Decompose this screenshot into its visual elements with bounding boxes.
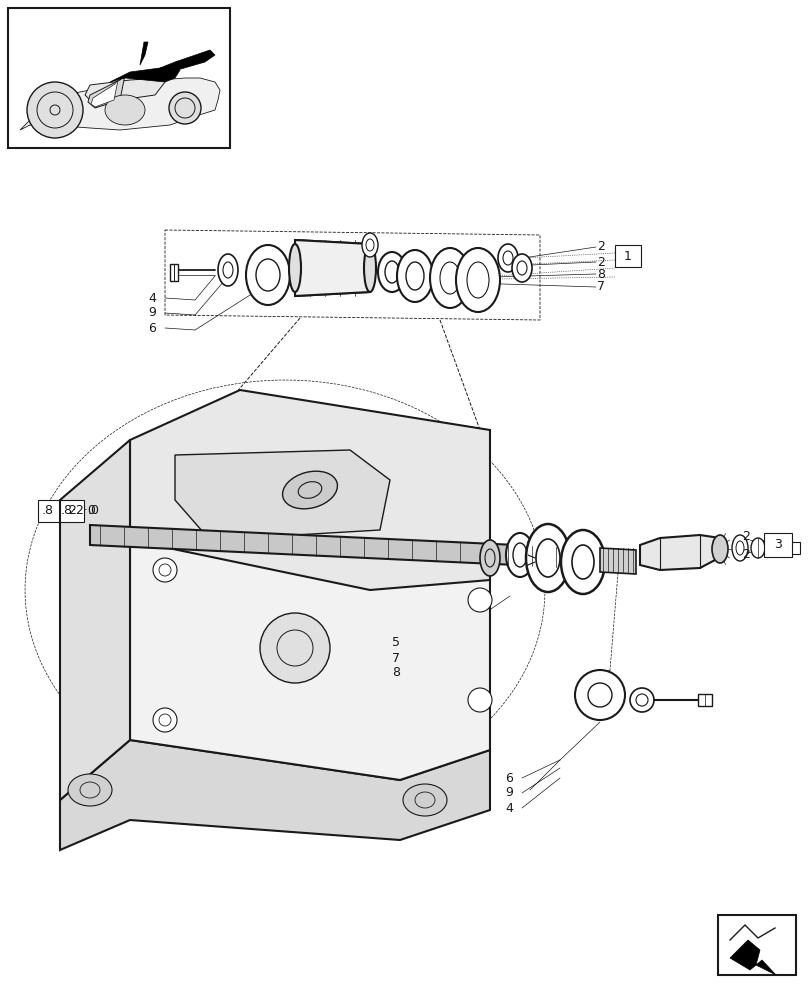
Ellipse shape [397, 250, 432, 302]
Ellipse shape [402, 784, 446, 816]
Bar [717, 915, 795, 975]
Polygon shape [160, 50, 215, 75]
Ellipse shape [430, 248, 470, 308]
Polygon shape [729, 940, 775, 975]
Polygon shape [85, 78, 165, 100]
Ellipse shape [152, 558, 177, 582]
Ellipse shape [711, 535, 727, 563]
Polygon shape [130, 540, 489, 780]
Text: 2: 2 [596, 240, 604, 253]
Ellipse shape [571, 545, 594, 579]
Ellipse shape [456, 248, 500, 312]
Ellipse shape [362, 233, 378, 257]
Bar [8, 8, 230, 148]
Polygon shape [90, 525, 579, 568]
Polygon shape [109, 65, 180, 82]
Ellipse shape [169, 92, 201, 124]
Ellipse shape [223, 262, 233, 278]
Ellipse shape [282, 471, 337, 509]
Polygon shape [639, 535, 719, 570]
Polygon shape [60, 440, 130, 800]
Polygon shape [294, 240, 370, 296]
Bar [60, 500, 84, 522]
Bar [763, 533, 791, 557]
Ellipse shape [513, 543, 526, 567]
Polygon shape [175, 450, 389, 540]
Ellipse shape [497, 244, 517, 272]
Polygon shape [88, 75, 125, 108]
Ellipse shape [587, 683, 611, 707]
Polygon shape [130, 390, 489, 590]
Ellipse shape [467, 588, 491, 612]
Text: 2: 2 [596, 255, 604, 268]
Text: .0: .0 [88, 504, 100, 518]
Text: 2: 2 [741, 548, 749, 562]
Polygon shape [91, 80, 118, 107]
Ellipse shape [750, 538, 764, 558]
Polygon shape [169, 264, 178, 281]
Text: 4: 4 [504, 802, 513, 814]
Text: 6: 6 [504, 772, 513, 784]
Text: 2: 2 [741, 530, 749, 542]
Text: .8·2·0: .8·2·0 [61, 504, 97, 518]
Text: 7: 7 [596, 280, 604, 294]
Text: 8: 8 [596, 267, 604, 280]
Ellipse shape [731, 535, 747, 561]
Ellipse shape [574, 670, 624, 720]
Text: 2: 2 [68, 504, 76, 518]
Polygon shape [599, 548, 635, 574]
Bar [38, 500, 120, 522]
Text: 9: 9 [504, 786, 513, 800]
Ellipse shape [560, 530, 604, 594]
Ellipse shape [255, 259, 280, 291]
Ellipse shape [535, 539, 560, 577]
Polygon shape [20, 78, 220, 130]
Polygon shape [139, 42, 148, 65]
Ellipse shape [246, 245, 290, 305]
Text: 4: 4 [148, 292, 156, 304]
Ellipse shape [629, 688, 653, 712]
Text: 8: 8 [392, 666, 400, 680]
Ellipse shape [105, 95, 145, 125]
Ellipse shape [512, 254, 531, 282]
Polygon shape [787, 542, 799, 554]
Ellipse shape [406, 262, 423, 290]
Ellipse shape [363, 244, 375, 292]
Text: 5: 5 [392, 637, 400, 650]
Polygon shape [60, 740, 489, 850]
Ellipse shape [289, 244, 301, 292]
Ellipse shape [260, 613, 329, 683]
Ellipse shape [27, 82, 83, 138]
Ellipse shape [68, 774, 112, 806]
Ellipse shape [217, 254, 238, 286]
Text: 3: 3 [773, 538, 781, 552]
Ellipse shape [505, 533, 534, 577]
Text: 7: 7 [392, 652, 400, 664]
Ellipse shape [384, 261, 398, 283]
Polygon shape [697, 694, 711, 706]
Text: 9: 9 [148, 306, 156, 320]
Ellipse shape [479, 540, 500, 576]
Ellipse shape [378, 252, 406, 292]
Text: 1: 1 [624, 249, 631, 262]
Text: 6: 6 [148, 322, 156, 334]
Ellipse shape [526, 524, 569, 592]
Ellipse shape [440, 262, 460, 294]
Ellipse shape [467, 688, 491, 712]
Ellipse shape [152, 708, 177, 732]
Ellipse shape [466, 262, 488, 298]
Text: .8: .8 [42, 504, 54, 518]
Bar [614, 245, 640, 267]
